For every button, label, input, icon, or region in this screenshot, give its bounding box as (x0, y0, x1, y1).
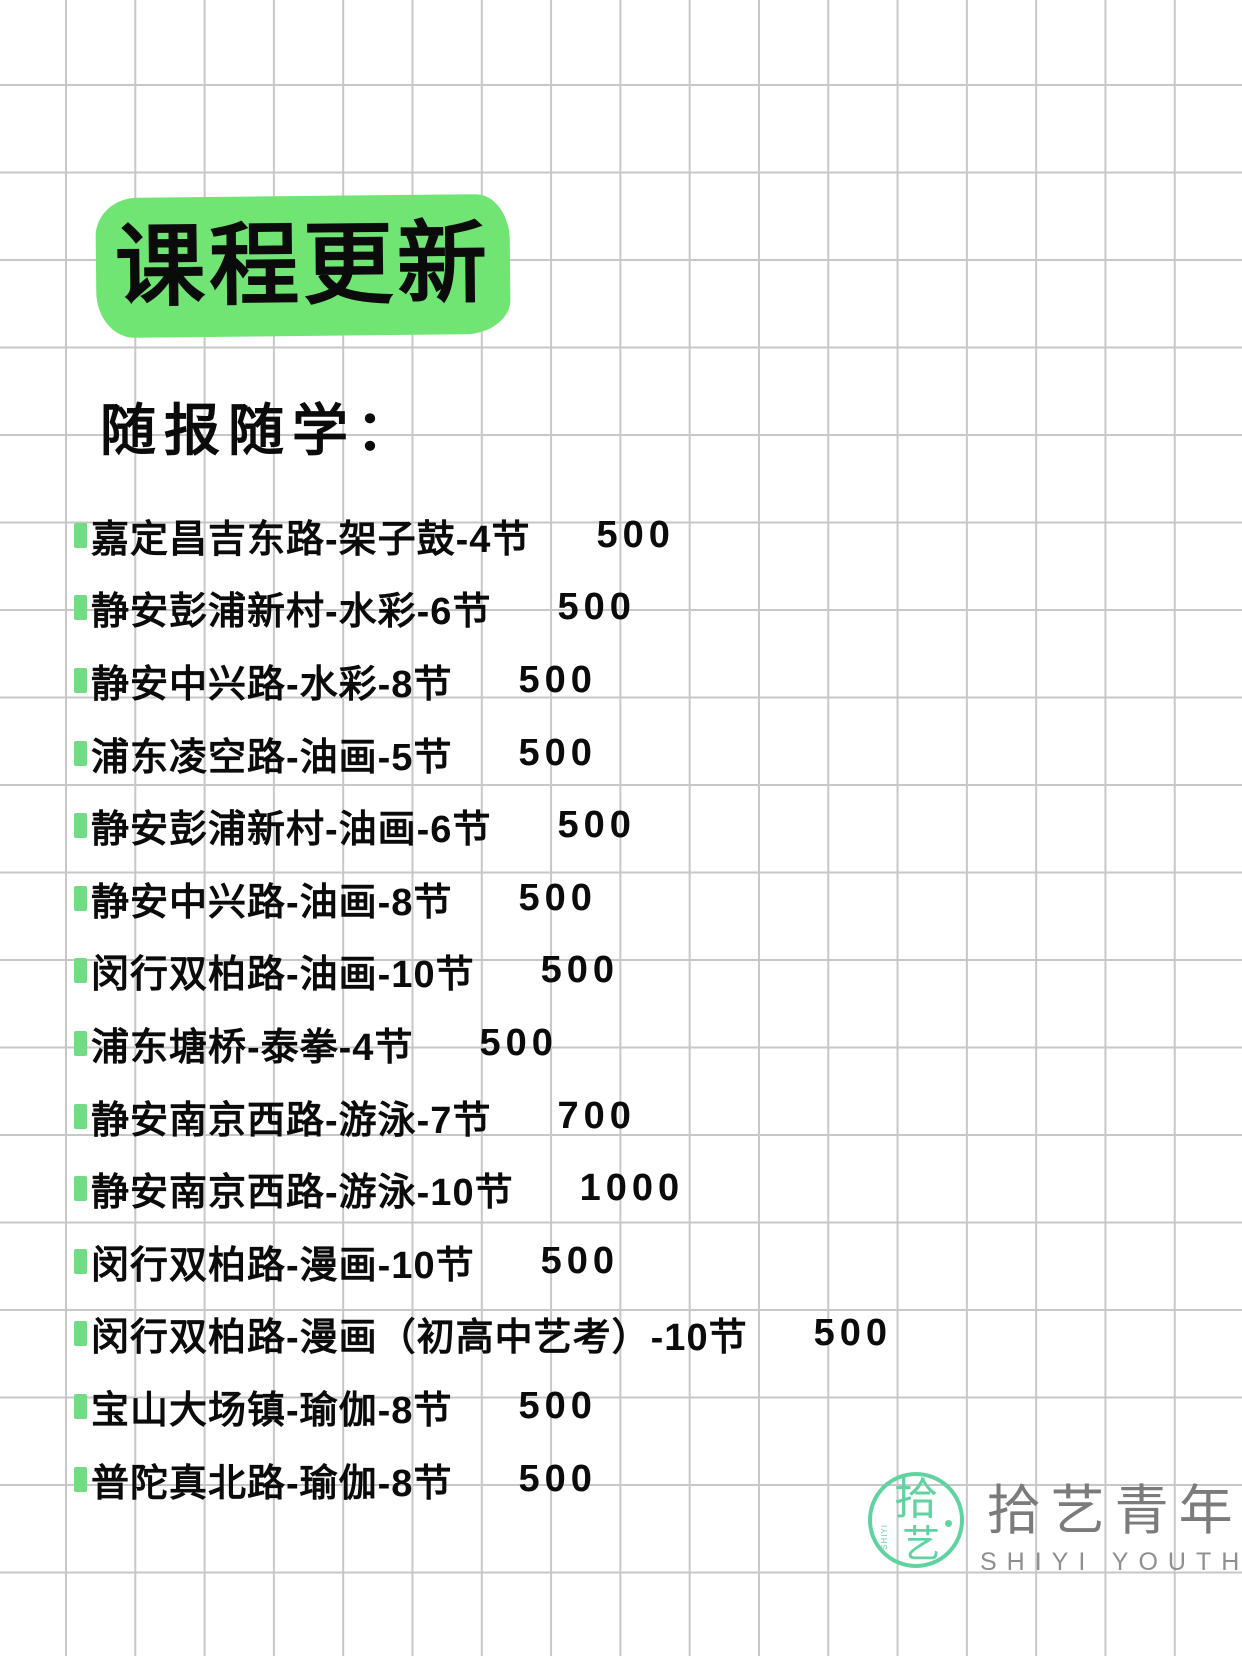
course-row: 静安南京西路-游泳-7节 700 (74, 1080, 1174, 1153)
course-price: 500 (540, 949, 619, 992)
course-name: 宝山大场镇-瑜伽-8节 (91, 1389, 453, 1432)
logo-dot-icon (945, 1520, 952, 1527)
course-name: 静安南京西路-游泳-7节 (91, 1099, 492, 1142)
course-price: 500 (557, 586, 636, 629)
logo-vertical-text: SHIYI (880, 1524, 889, 1550)
bullet-marker-icon (74, 667, 87, 693)
brand-name-cn: 拾艺青年 (986, 1481, 1242, 1541)
course-name: 静安中兴路-油画-8节 (91, 881, 453, 924)
course-price: 500 (540, 1239, 619, 1282)
course-row: 嘉定昌吉东路-架子鼓-4节 500 (74, 499, 1174, 572)
course-row: 静安中兴路-油画-8节 500 (74, 862, 1174, 935)
course-row: 静安彭浦新村-水彩-6节 500 (74, 572, 1174, 645)
course-name: 静安彭浦新村-水彩-6节 (91, 591, 492, 634)
logo-char-top: 拾 (894, 1475, 938, 1524)
course-name: 闵行双柏路-油画-10节 (91, 954, 475, 997)
course-price: 500 (518, 1384, 597, 1427)
course-price: 500 (518, 1457, 597, 1500)
bullet-marker-icon (74, 885, 87, 911)
brand-name-en: SHIYI YOUTH (980, 1548, 1242, 1576)
course-row: 宝山大场镇-瑜伽-8节 500 (74, 1370, 1174, 1443)
title-highlight: 课程更新 (95, 193, 511, 339)
bullet-marker-icon (74, 958, 87, 984)
bullet-marker-icon (74, 595, 87, 621)
course-name: 静安南京西路-游泳-10节 (91, 1172, 514, 1215)
course-price: 500 (518, 731, 597, 774)
course-name: 嘉定昌吉东路-架子鼓-4节 (91, 518, 531, 561)
course-price: 500 (518, 658, 597, 701)
course-price: 500 (813, 1312, 892, 1355)
course-name: 普陀真北路-瑜伽-8节 (91, 1462, 453, 1505)
course-name: 静安中兴路-水彩-8节 (91, 663, 453, 706)
course-price: 700 (557, 1094, 636, 1137)
course-row: 浦东塘桥-泰拳-4节 500 (74, 1007, 1174, 1080)
course-row: 浦东凌空路-油画-5节 500 (74, 717, 1174, 790)
course-row: 闵行双柏路-漫画-10节 500 (74, 1225, 1174, 1298)
course-name: 静安彭浦新村-油画-6节 (91, 809, 492, 852)
bullet-marker-icon (74, 1030, 87, 1056)
bullet-marker-icon (74, 1176, 87, 1202)
course-name: 闵行双柏路-漫画（初高中艺考）-10节 (91, 1317, 748, 1360)
course-row: 静安彭浦新村-油画-6节 500 (74, 789, 1174, 862)
bullet-marker-icon (74, 1248, 87, 1274)
course-price: 500 (518, 876, 597, 919)
subtitle: 随报随学： (100, 399, 420, 462)
course-price: 500 (557, 804, 636, 847)
course-row: 静安中兴路-水彩-8节 500 (74, 644, 1174, 717)
course-row: 普陀真北路-瑜伽-8节 500 (74, 1443, 1174, 1516)
page-title: 课程更新 (114, 214, 492, 318)
bullet-marker-icon (74, 1103, 87, 1129)
course-row: 闵行双柏路-油画-10节 500 (74, 935, 1174, 1008)
bullet-marker-icon (74, 522, 87, 548)
course-list: 嘉定昌吉东路-架子鼓-4节 500 静安彭浦新村-水彩-6节 500 静安中兴路-水彩-… (74, 499, 1174, 1515)
course-price: 500 (479, 1021, 558, 1064)
course-name: 浦东塘桥-泰拳-4节 (91, 1026, 414, 1069)
brand-text: 拾艺青年 SHIYI YOUTH (980, 1472, 1242, 1575)
bullet-marker-icon (74, 1321, 87, 1347)
course-price: 500 (596, 513, 675, 556)
course-name: 闵行双柏路-漫画-10节 (91, 1244, 475, 1287)
logo-char-bottom: 艺 (902, 1524, 941, 1566)
course-row: 闵行双柏路-漫画（初高中艺考）-10节 500 (74, 1298, 1174, 1371)
shiyi-logo-icon: 拾 SHIYI 艺 (868, 1472, 964, 1568)
bullet-marker-icon (74, 1393, 87, 1419)
course-row: 静安南京西路-游泳-10节 1000 (74, 1152, 1174, 1225)
bullet-marker-icon (74, 1466, 87, 1492)
course-name: 浦东凌空路-油画-5节 (91, 736, 453, 779)
course-price: 1000 (579, 1167, 685, 1210)
bullet-marker-icon (74, 740, 87, 766)
brand-logo: 拾 SHIYI 艺 拾艺青年 SHIYI YOUTH (868, 1472, 1242, 1575)
bullet-marker-icon (74, 813, 87, 839)
